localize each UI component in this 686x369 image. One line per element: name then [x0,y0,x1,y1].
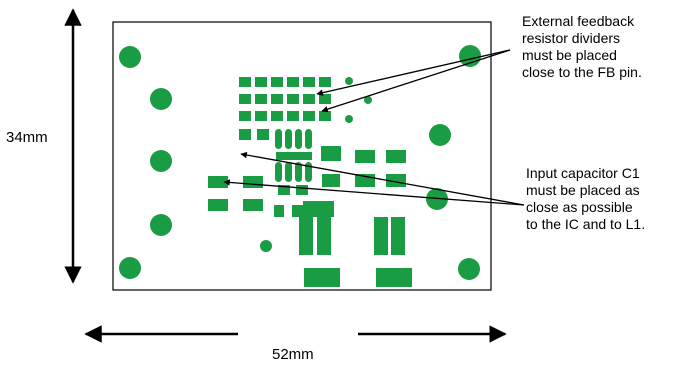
inductor-l1 [274,201,412,287]
capacitor-callout-text: Input capacitor C1 must be placed as clo… [526,165,645,233]
capacitor-callout-arrow-2 [223,179,525,206]
capacitor-callout-line: to the IC and to L1. [526,216,646,232]
capacitor-callout-arrow-1 [240,151,525,206]
height-dimension-label: 34mm [6,129,48,146]
feedback-callout-line: resistor dividers [522,30,621,46]
feedback-callout-line: External feedback [522,13,635,29]
capacitor-callout-line: Input capacitor C1 [526,165,640,181]
feedback-callout-line: must be placed [522,47,617,63]
feedback-resistor-array [239,77,372,123]
feedback-callout-line: close to the FB pin. [522,64,642,80]
feedback-callout-arrow-2 [321,49,511,113]
width-dimension-label: 52mm [272,346,314,363]
capacitor-callout-line: must be placed as [526,182,640,198]
mounting-pads [119,45,481,280]
ic-footprint [239,129,312,195]
capacitor-callout-line: close as possible [526,199,633,215]
feedback-callout-arrow-1 [316,49,511,96]
feedback-callout-text: External feedback resistor dividers must… [522,13,642,81]
output-capacitors [321,146,406,187]
